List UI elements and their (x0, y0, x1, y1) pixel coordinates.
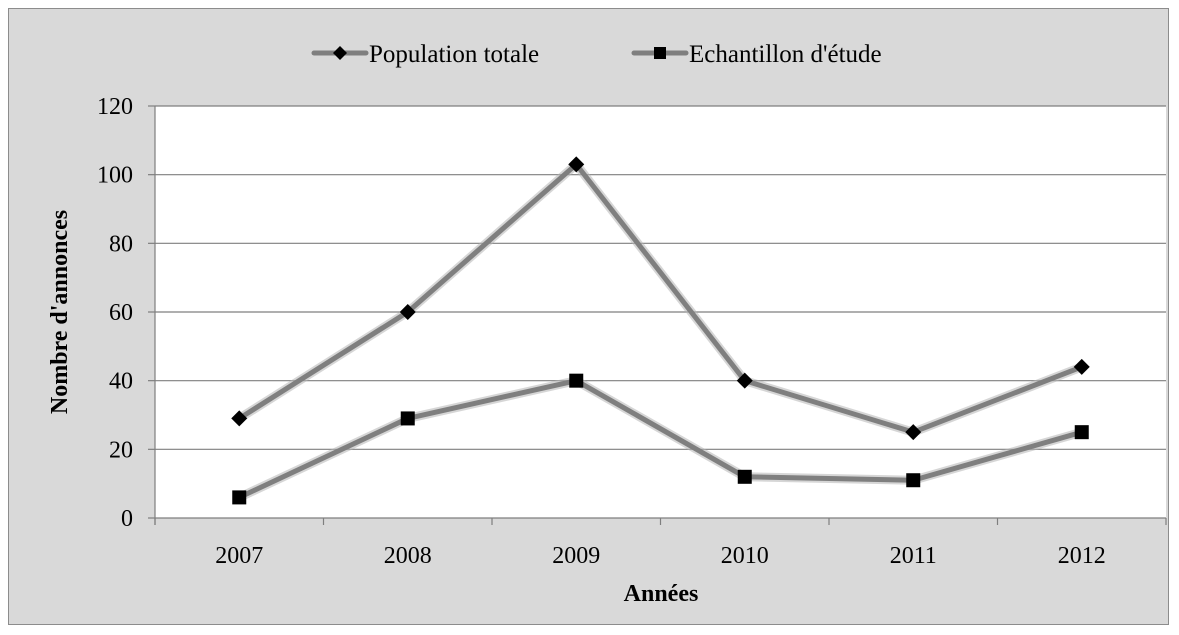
legend-item: Echantillon d'étude (631, 41, 882, 68)
square-marker (1074, 425, 1089, 440)
series-line (236, 378, 1085, 500)
square-marker (906, 473, 921, 488)
diamond-marker (736, 372, 753, 389)
chart-frame: 0 20 40 60 80 100 120 2007 2008 2009 2010 2011 2012… (8, 8, 1169, 625)
diamond-marker (231, 410, 248, 427)
diamond-marker (333, 46, 347, 60)
y-axis-title: Nombre d'annonces (47, 210, 73, 414)
x-tick-label: 2012 (1058, 543, 1106, 569)
series-line (236, 161, 1085, 435)
x-tick-label: 2008 (384, 543, 432, 569)
axes (148, 105, 1167, 525)
diamond-marker (399, 304, 416, 320)
square-marker (654, 47, 666, 59)
series-layer (231, 156, 1090, 505)
x-tick-label: 2007 (215, 543, 263, 569)
square-marker (569, 373, 584, 388)
y-tick-label: 80 (109, 231, 133, 257)
legend-label: Population totale (369, 41, 539, 68)
y-tick-label: 100 (97, 163, 133, 189)
diamond-marker (905, 424, 922, 441)
diamond-marker (568, 156, 585, 173)
diamond-marker (1073, 358, 1090, 375)
y-tick-labels: 0 20 40 60 80 100 120 (97, 94, 133, 532)
y-tick-label: 20 (109, 437, 133, 463)
series-population-totale (231, 156, 1090, 441)
line-chart: 0 20 40 60 80 100 120 2007 2008 2009 2010 2011 2012… (47, 41, 1167, 607)
gridlines (155, 105, 1166, 450)
x-tick-label: 2010 (721, 543, 769, 569)
series-echantillon-etude (232, 373, 1089, 505)
x-tick-labels: 2007 2008 2009 2010 2011 2012 (215, 543, 1106, 569)
square-marker (737, 469, 752, 484)
legend-item: Population totale (311, 41, 539, 68)
y-tick-label: 0 (121, 506, 133, 532)
legend: Population totale Echantillon d'étude (311, 41, 882, 68)
y-tick-label: 40 (109, 369, 133, 395)
x-tick-label: 2011 (890, 543, 937, 569)
y-tick-label: 60 (109, 300, 133, 326)
y-tick-label: 120 (97, 94, 133, 120)
legend-label: Echantillon d'étude (689, 41, 882, 68)
square-marker (400, 411, 415, 426)
x-axis-title: Années (624, 581, 699, 607)
square-marker (232, 490, 247, 505)
x-tick-label: 2009 (552, 543, 600, 569)
